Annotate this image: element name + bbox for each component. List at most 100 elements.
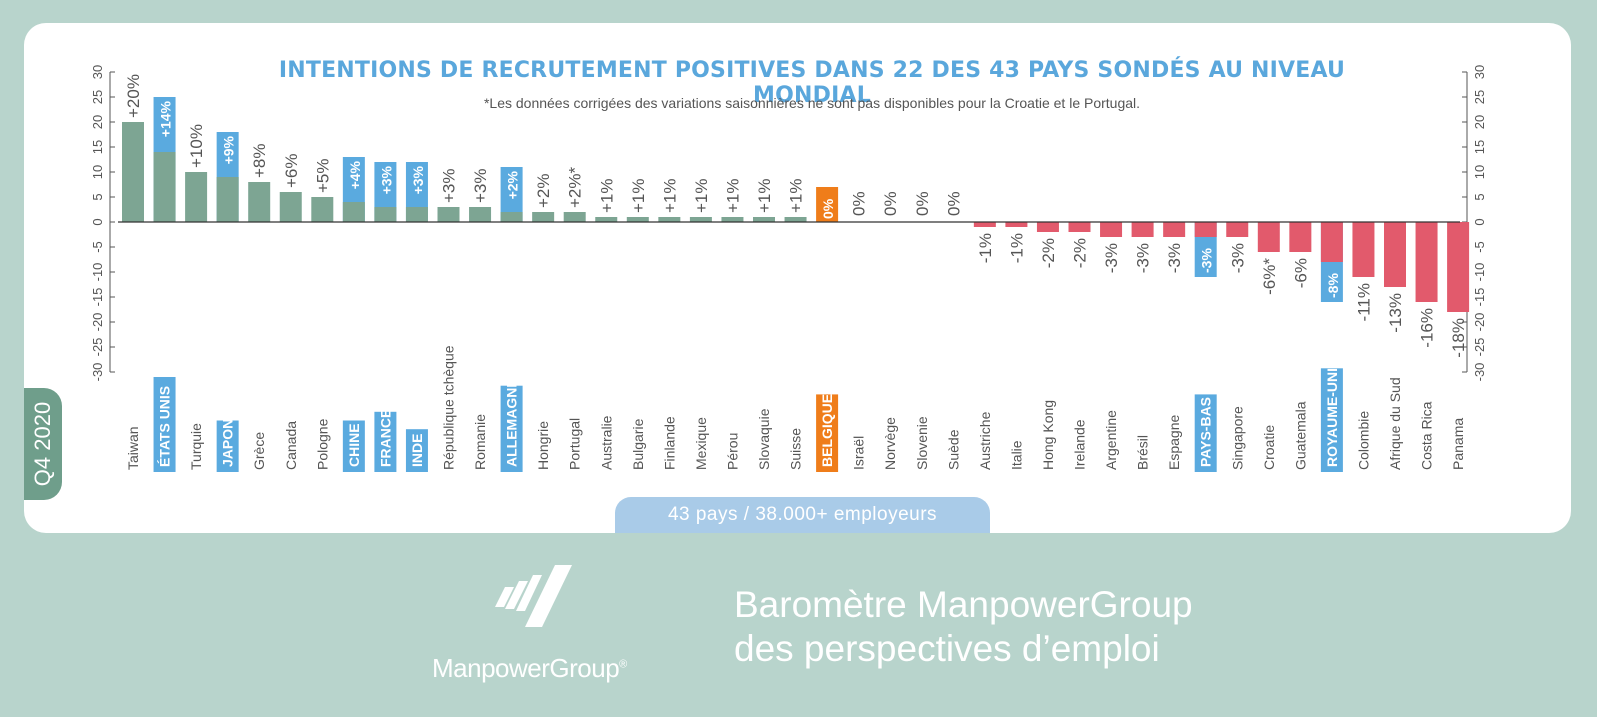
category-label: Austriche xyxy=(977,411,993,470)
category-label: ÉTATS UNIS xyxy=(157,386,173,467)
category-label: Suisse xyxy=(788,428,804,470)
value-label: +1% xyxy=(629,179,648,214)
bar xyxy=(1194,222,1217,237)
y-tick-label: 5 xyxy=(90,193,105,200)
category-badge xyxy=(374,411,397,472)
category-label: Slovenie xyxy=(914,416,930,470)
category-badge xyxy=(500,385,523,472)
category-label: Hongrie xyxy=(535,421,551,470)
category-label: Colombie xyxy=(1355,411,1371,470)
value-label: -3% xyxy=(1199,248,1215,273)
bar xyxy=(753,217,775,222)
tagline: Baromètre ManpowerGroup des perspectives… xyxy=(734,583,1193,671)
y-tick-label: -5 xyxy=(90,241,105,253)
value-label: +20% xyxy=(124,74,143,118)
tagline-line-1: Baromètre ManpowerGroup xyxy=(734,584,1193,625)
category-label: Finlande xyxy=(661,416,677,470)
bar xyxy=(1289,222,1312,252)
brand-name: ManpowerGroup® xyxy=(432,653,627,684)
value-label: +9% xyxy=(221,135,237,164)
bar xyxy=(1163,222,1186,237)
bar xyxy=(1447,222,1470,312)
category-label: Australie xyxy=(598,415,614,470)
category-label: INDE xyxy=(409,434,425,467)
category-badge xyxy=(153,377,176,472)
bar xyxy=(1036,222,1059,232)
category-label: Hong Kong xyxy=(1040,400,1056,470)
value-label: +2%* xyxy=(566,167,585,208)
tagline-line-2: des perspectives d’emploi xyxy=(734,628,1160,669)
value-label: 0% xyxy=(850,191,869,216)
category-badge xyxy=(816,394,839,472)
bar xyxy=(1068,222,1091,232)
bar xyxy=(532,212,555,222)
y-tick-label: 20 xyxy=(1472,115,1487,129)
value-label: +1% xyxy=(692,179,711,214)
bar xyxy=(626,217,649,222)
category-label: ALLEMAGNE xyxy=(504,378,520,467)
category-label: Mexique xyxy=(693,417,709,470)
category-label: Grèce xyxy=(251,432,267,470)
y-tick-label: 15 xyxy=(90,140,105,154)
value-label: 0% xyxy=(881,191,900,216)
category-label: Italie xyxy=(1008,440,1024,470)
bar xyxy=(342,202,365,222)
bar xyxy=(1131,222,1154,237)
category-labels: Taiwan ÉTATS UNIS Turquie JAPON Grèce Canada P… xyxy=(125,345,1466,472)
value-label: 0% xyxy=(913,191,932,216)
bar xyxy=(185,172,208,222)
value-label: +3% xyxy=(378,165,394,194)
y-tick-label: 10 xyxy=(1472,165,1487,179)
registered-mark: ® xyxy=(619,658,627,671)
period-tab xyxy=(24,388,62,500)
value-label: +5% xyxy=(313,159,332,194)
value-label: +3% xyxy=(440,169,459,204)
category-label: Suède xyxy=(945,429,961,470)
y-tick-label: 25 xyxy=(90,90,105,104)
y-tick-label: -15 xyxy=(90,288,105,307)
category-badge xyxy=(1320,368,1343,472)
y-tick-label: -10 xyxy=(90,263,105,282)
bar xyxy=(1226,222,1249,237)
bar xyxy=(1415,222,1438,302)
category-label: Israël xyxy=(851,436,867,470)
y-tick-label: 25 xyxy=(1472,90,1487,104)
category-label: Afrique du Sud xyxy=(1387,377,1403,470)
category-label: République tchèque xyxy=(441,345,457,470)
value-label: +3% xyxy=(471,169,490,204)
value-label: 0% xyxy=(944,191,963,216)
category-label: Canada xyxy=(283,421,299,470)
category-label: CHINE xyxy=(346,423,362,467)
value-label: +2% xyxy=(534,174,553,209)
category-label: Brésil xyxy=(1135,435,1151,470)
category-label: Guatemala xyxy=(1292,401,1308,470)
bar xyxy=(405,207,428,222)
value-label: -13% xyxy=(1386,293,1405,333)
value-label: -8% xyxy=(1325,273,1341,298)
chart-footnote: *Les données corrigées des variations sa… xyxy=(483,95,1141,111)
category-label: Pérou xyxy=(724,433,740,470)
value-label: -3% xyxy=(1228,243,1247,273)
value-label: -18% xyxy=(1449,318,1468,358)
value-label: +1% xyxy=(597,179,616,214)
bars xyxy=(122,97,1470,312)
value-label: +14% xyxy=(158,100,174,137)
y-tick-label: 30 xyxy=(1472,65,1487,79)
category-label: PAYS-BAS xyxy=(1198,397,1214,467)
bar xyxy=(563,212,586,222)
category-label: Bulgarie xyxy=(630,418,646,470)
y-axis-left: 30 25 20 15 10 5 0 -5 -10 -15 -20 -25 -30 xyxy=(90,65,115,381)
bar xyxy=(721,217,744,222)
y-tick-label: -25 xyxy=(90,338,105,357)
bar xyxy=(1320,222,1343,262)
y-tick-label: -20 xyxy=(90,313,105,332)
bar xyxy=(1100,222,1123,237)
y-tick-label: -20 xyxy=(1472,313,1487,332)
y-tick-label: -5 xyxy=(1472,241,1487,253)
value-label: -1% xyxy=(976,233,995,263)
bar xyxy=(784,217,807,222)
highlight-box xyxy=(500,167,523,222)
category-badge xyxy=(342,420,365,472)
bar xyxy=(153,152,176,222)
